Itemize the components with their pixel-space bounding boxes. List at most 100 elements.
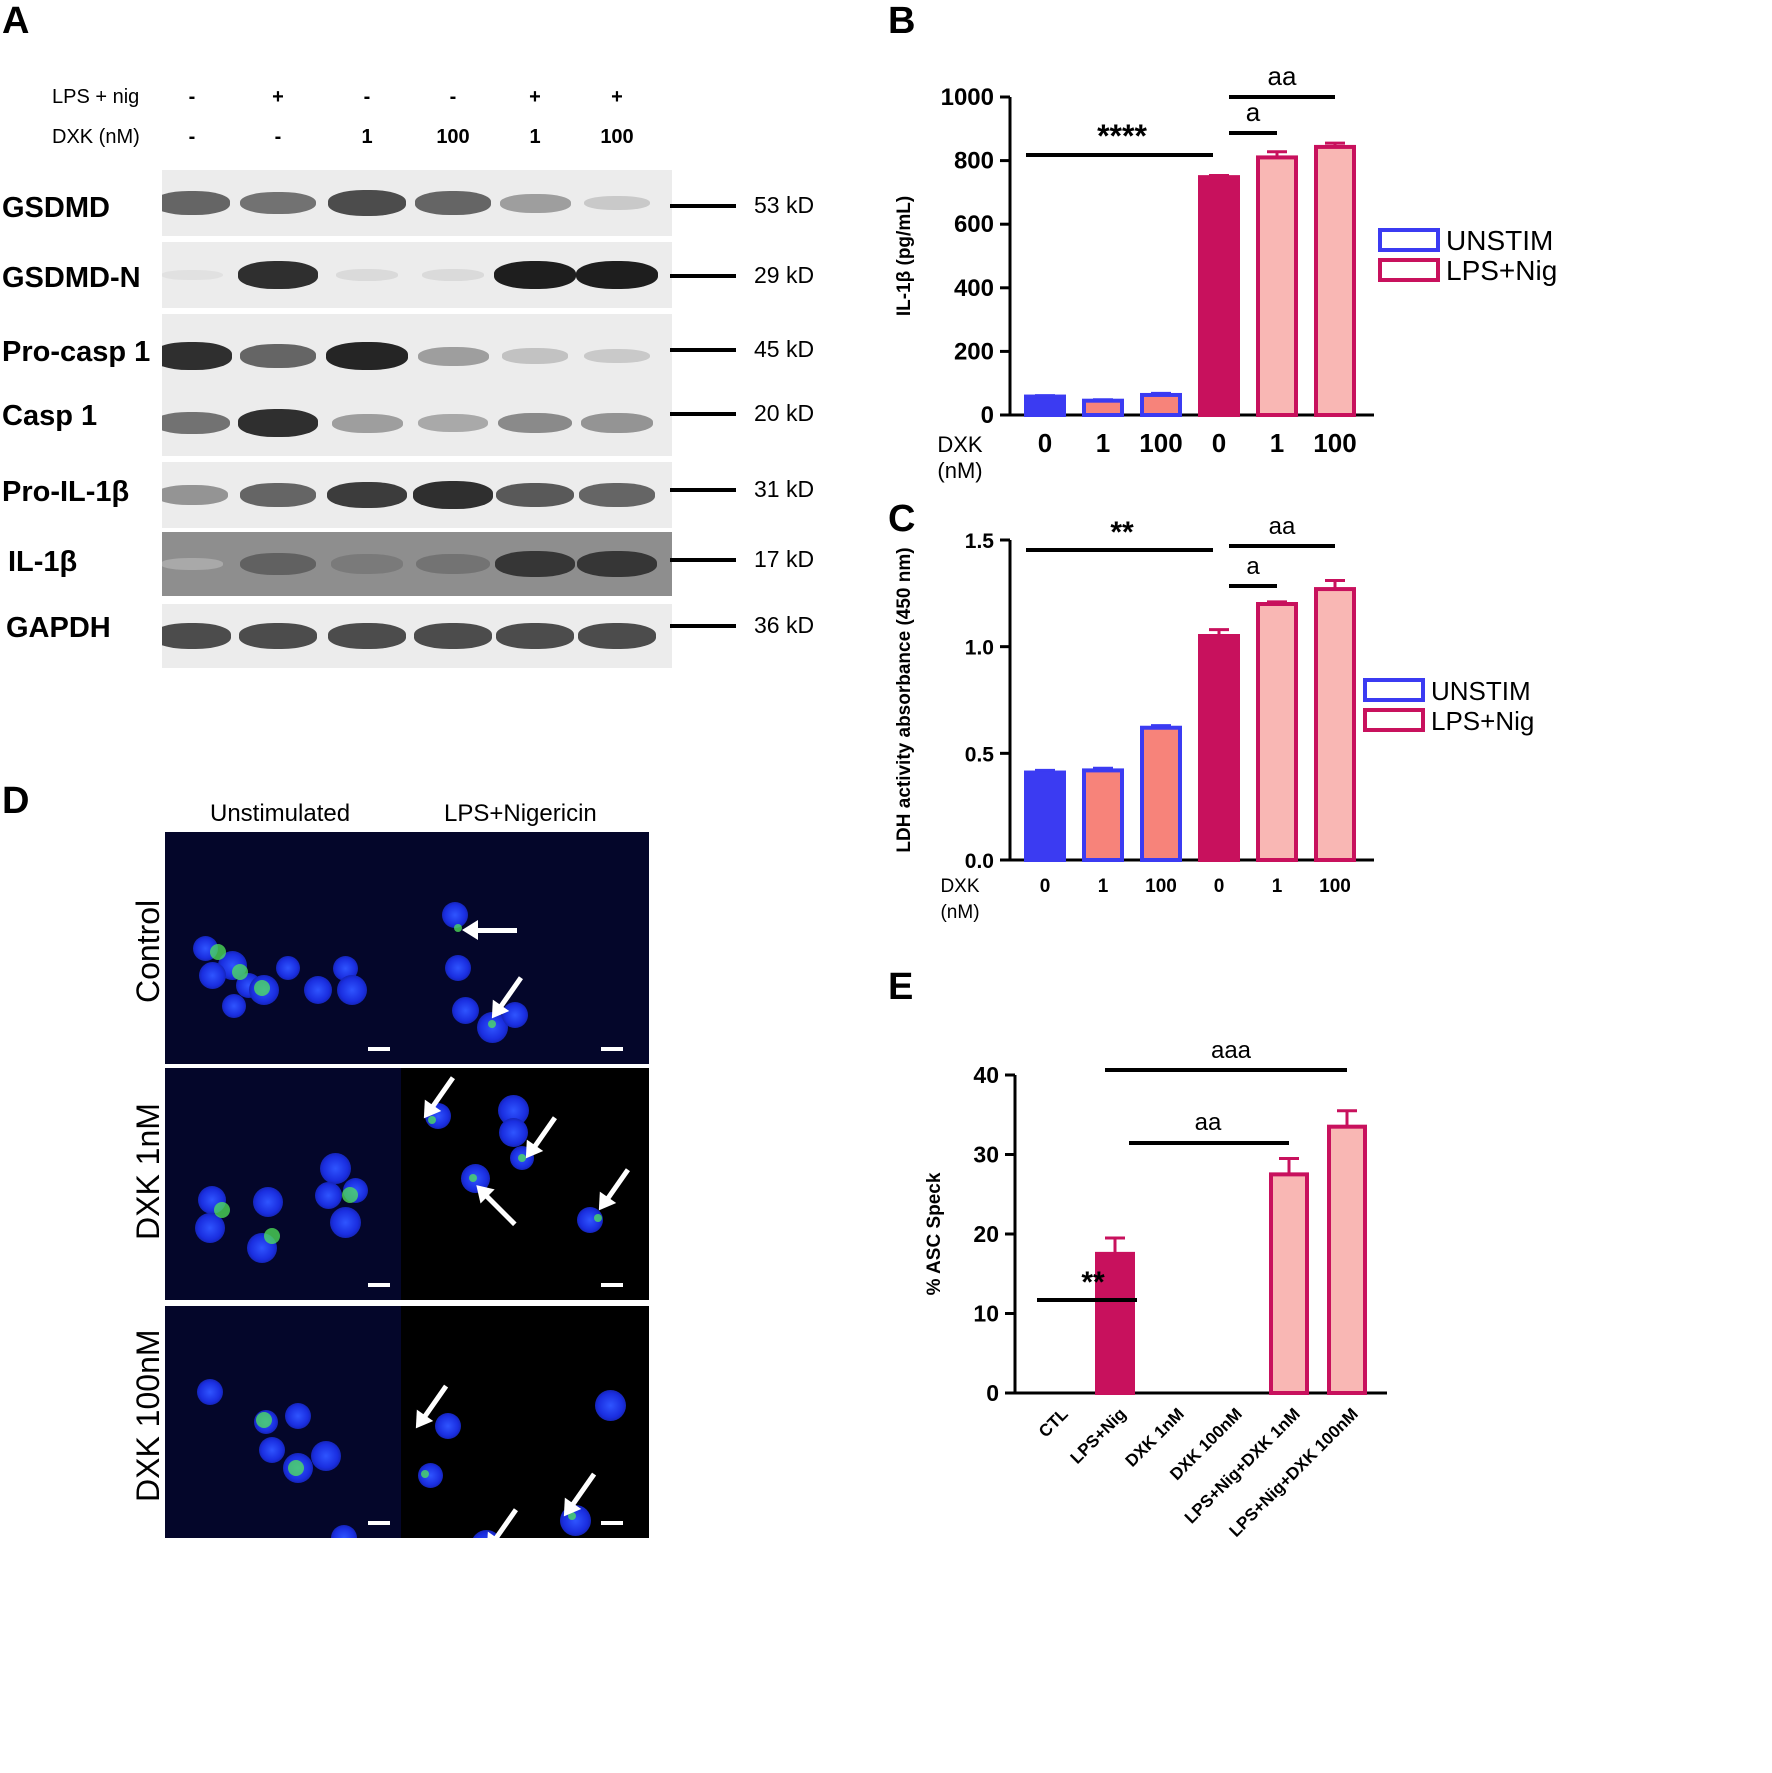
column-title-unstimulated: Unstimulated: [210, 800, 351, 827]
nucleus: [329, 1206, 361, 1238]
protein-band: [162, 269, 223, 281]
protein-band: [584, 348, 650, 364]
nucleus: [594, 1389, 626, 1421]
significance-label: a: [1246, 553, 1260, 580]
lps-value-lane4: -: [449, 86, 457, 108]
x-tick-label: 1: [1272, 876, 1283, 897]
lps-value-lane6: +: [611, 86, 623, 108]
significance-label: aa: [1195, 1109, 1222, 1136]
panel-label-e: E: [888, 966, 914, 1008]
nucleus: [197, 1379, 223, 1405]
bar: [1140, 392, 1182, 418]
protein-band: [239, 483, 317, 507]
panel-label-c: C: [888, 498, 916, 540]
nucleus: [319, 1152, 351, 1184]
micrograph-image: [165, 1306, 413, 1538]
x-unit-label: (nM): [937, 458, 982, 483]
nucleus: [259, 1437, 285, 1463]
lps-value-lane5: +: [529, 86, 541, 108]
x-tick-label: 0: [1212, 428, 1226, 458]
dxk-value-lane3: 1: [361, 126, 373, 148]
protein-band: [162, 485, 229, 505]
panel-label-d: D: [2, 780, 30, 822]
x-tick-label: LPS+Nig+DXK 1nM: [1181, 1404, 1304, 1527]
protein-band: [335, 268, 399, 282]
molecular-weight-label: 45 kD: [754, 336, 815, 362]
x-unit-label: (nM): [940, 902, 979, 923]
protein-band: [498, 412, 572, 434]
micrograph-image: [165, 832, 413, 1064]
x-prefix-label: DXK: [937, 432, 983, 457]
protein-band: [416, 553, 490, 575]
significance-label: ****: [1097, 118, 1147, 154]
scale-bar: [368, 1283, 390, 1287]
bar: [1024, 394, 1066, 417]
x-tick-label: LPS+Nig: [1067, 1404, 1130, 1467]
x-prefix-label: DXK: [940, 876, 979, 897]
bar: [1256, 602, 1298, 862]
protein-band: [499, 193, 571, 213]
micrograph-image: [401, 1306, 649, 1538]
protein-label: GAPDH: [6, 612, 111, 644]
scale-bar: [368, 1047, 390, 1051]
significance-label: **: [1110, 520, 1134, 549]
bar: [1198, 634, 1240, 862]
asc-speck-signal: [421, 1470, 429, 1478]
nucleus: [498, 1117, 528, 1147]
significance-label: a: [1246, 97, 1261, 127]
protein-band: [327, 623, 407, 649]
nucleus: [253, 1187, 283, 1217]
panel-label-b: B: [888, 0, 916, 42]
y-tick-label: 400: [954, 275, 994, 302]
blot-strip: [162, 314, 672, 398]
blot-strip: [162, 532, 672, 596]
molecular-weight-label: 29 kD: [754, 262, 815, 288]
protein-band: [501, 348, 569, 364]
significance-label: aa: [1268, 61, 1297, 91]
micrograph-image: [165, 1068, 413, 1300]
protein-band: [331, 413, 403, 433]
y-tick-label: 0.5: [965, 743, 995, 766]
micrograph-image: [401, 1068, 649, 1300]
speck-arrow-icon: [462, 920, 517, 940]
chart-c-ldh: 0.0 0.5 1.0 1.5 LDH activity absorbance (450…: [894, 520, 1534, 923]
protein-band: [237, 261, 319, 289]
protein-band: [496, 482, 574, 508]
dxk-value-lane2: -: [274, 126, 282, 148]
nucleus: [198, 961, 226, 989]
molecular-weight-label: 31 kD: [754, 476, 815, 502]
protein-band: [578, 483, 656, 507]
protein-band: [327, 190, 407, 216]
protein-band: [418, 413, 488, 433]
molecular-weight-label: 36 kD: [754, 612, 815, 638]
protein-band: [162, 342, 233, 370]
protein-band: [417, 346, 489, 366]
protein-band: [414, 191, 492, 215]
scale-bar: [601, 1047, 623, 1051]
y-tick-label: 200: [954, 338, 994, 365]
nucleus: [276, 956, 300, 980]
x-tick-label: 100: [1139, 428, 1182, 458]
dxk-value-lane6: 100: [600, 126, 634, 148]
y-axis-label: LDH activity absorbance (450 nm): [894, 547, 915, 852]
bar: [1082, 768, 1124, 862]
marker-line: [670, 348, 736, 352]
protein-band: [327, 481, 407, 509]
x-tick-label: 0: [1038, 428, 1052, 458]
asc-speck-signal: [214, 1202, 230, 1218]
dxk-value-lane4: 100: [436, 126, 470, 148]
bar: [1140, 725, 1182, 862]
condition-label-dxk: DXK (nM): [52, 126, 140, 148]
asc-speck-signal: [594, 1214, 602, 1222]
protein-band: [239, 344, 317, 368]
protein-band: [584, 195, 650, 211]
protein-band: [577, 623, 657, 649]
nucleus: [445, 955, 471, 981]
blot-strip: [162, 170, 672, 236]
protein-band: [580, 413, 654, 433]
nucleus: [451, 996, 479, 1024]
bar: [1314, 144, 1356, 418]
asc-speck-signal: [469, 1174, 477, 1182]
protein-band: [495, 550, 575, 578]
